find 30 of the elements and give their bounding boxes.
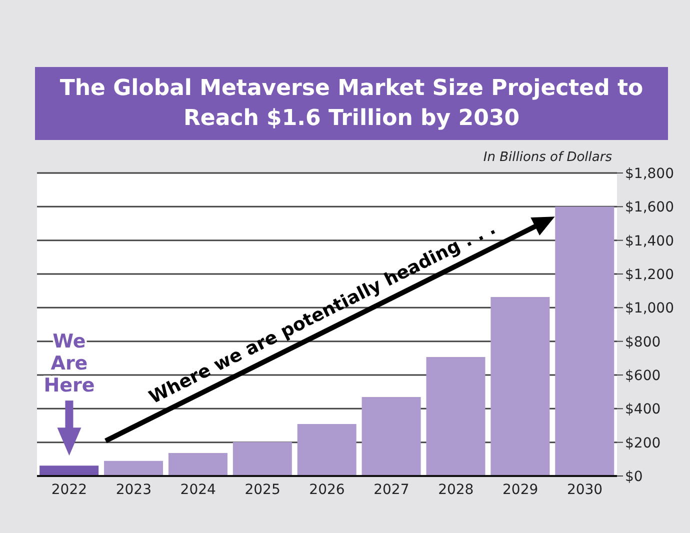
chart-title: The Global Metaverse Market Size Projected to Reach $1.6 Trillion by 2030 <box>58 74 644 132</box>
y-tick-label: $1,400 <box>625 233 674 250</box>
bar <box>232 442 292 476</box>
x-tick-label: 2024 <box>180 482 216 498</box>
y-tick-label: $1,000 <box>625 300 674 317</box>
y-axis-title: In Billions of Dollars <box>483 150 612 165</box>
bar <box>426 356 486 476</box>
x-tick-label: 2030 <box>566 482 603 498</box>
bar <box>490 297 550 476</box>
bar <box>297 424 356 476</box>
x-tick-label: 2028 <box>438 482 474 498</box>
bar <box>40 466 99 476</box>
y-tick-label: $1,800 <box>625 166 674 182</box>
bar <box>104 460 164 476</box>
y-tick-label: $800 <box>625 334 661 350</box>
x-tick-label: 2025 <box>244 482 280 498</box>
y-tick-label: $1,200 <box>625 266 674 283</box>
bar <box>168 452 228 476</box>
y-tick-label: $1,600 <box>625 200 674 216</box>
y-tick-label: $600 <box>625 368 661 384</box>
y-tick-label: $0 <box>625 468 643 485</box>
x-tick-label: 2027 <box>374 482 410 498</box>
x-tick-label: 2023 <box>116 482 152 498</box>
bar <box>362 397 421 476</box>
x-tick-label: 2022 <box>51 482 88 498</box>
x-tick-label: 2029 <box>502 482 538 498</box>
y-tick-label: $400 <box>625 402 661 418</box>
x-tick-label: 2026 <box>309 482 345 498</box>
bar <box>555 206 614 476</box>
y-tick-label: $200 <box>625 435 661 452</box>
